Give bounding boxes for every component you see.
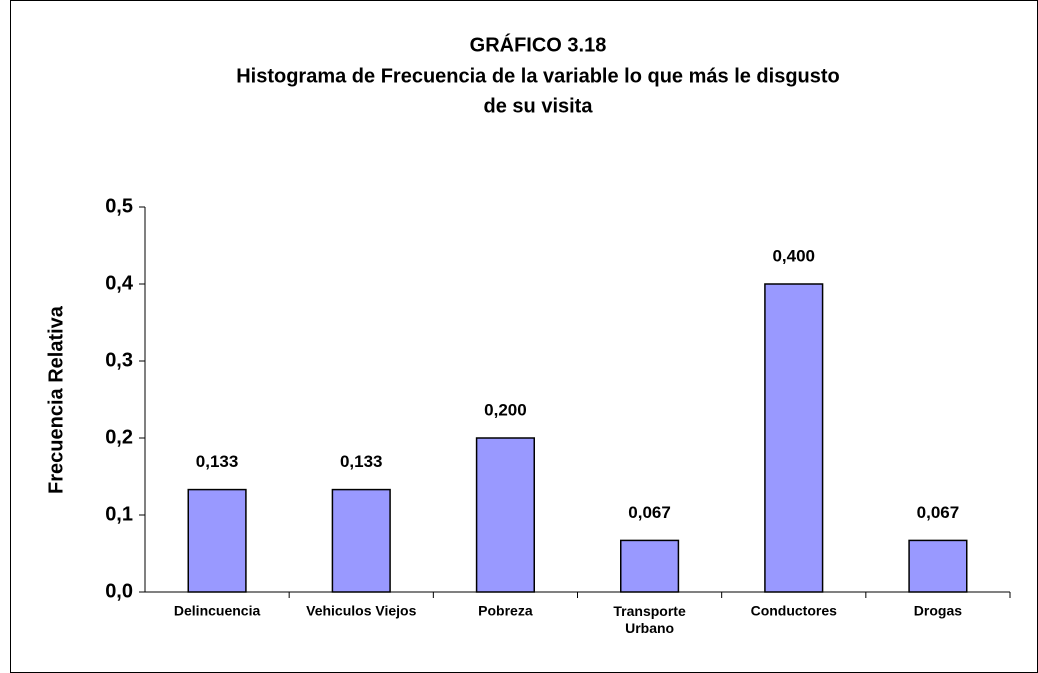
bar	[475, 437, 536, 593]
chart-title: GRÁFICO 3.18	[470, 33, 607, 56]
data-label: 0,133	[340, 452, 383, 471]
data-label: 0,200	[484, 400, 527, 419]
x-tick-label: Drogas	[914, 603, 962, 619]
x-tick-label: Vehiculos Viejos	[306, 603, 416, 619]
x-tick-label: Transporte Urbano	[613, 603, 686, 636]
y-tick-label: 0,0	[105, 580, 133, 602]
bar	[764, 283, 824, 593]
chart-subtitle: Histograma de Frecuencia de la variable …	[236, 65, 840, 87]
data-label: 0,067	[628, 503, 671, 522]
y-tick-label: 0,1	[105, 503, 133, 525]
y-axis-label: Frecuencia Relativa	[45, 305, 67, 494]
x-tick-label: Pobreza	[478, 603, 533, 619]
y-tick-label: 0,3	[105, 349, 133, 371]
bar	[620, 539, 680, 593]
y-tick-label: 0,5	[105, 195, 133, 217]
data-label: 0,400	[772, 246, 815, 265]
y-tick-label: 0,4	[105, 272, 134, 294]
chart-subtitle: de su visita	[484, 95, 594, 117]
data-label: 0,067	[917, 503, 960, 522]
bar	[331, 488, 391, 593]
bar	[908, 539, 968, 593]
y-tick-label: 0,2	[105, 426, 133, 448]
data-label: 0,133	[196, 452, 239, 471]
x-tick-label: Delincuencia	[174, 603, 261, 619]
bar	[187, 488, 247, 593]
x-tick-label: Conductores	[751, 603, 838, 619]
